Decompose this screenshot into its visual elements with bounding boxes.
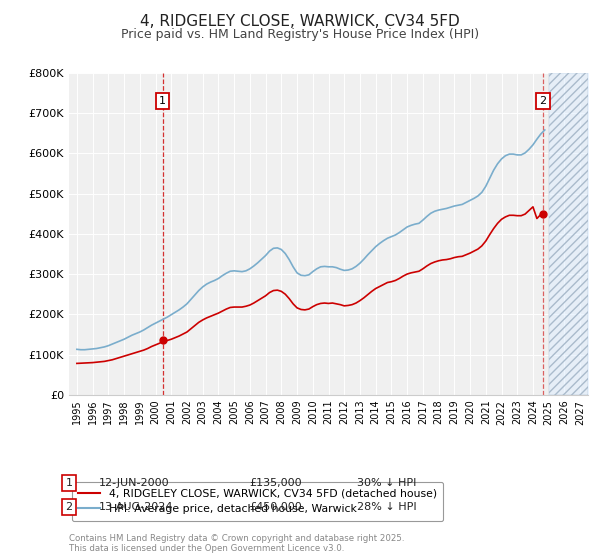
Legend: 4, RIDGELEY CLOSE, WARWICK, CV34 5FD (detached house), HPI: Average price, detac: 4, RIDGELEY CLOSE, WARWICK, CV34 5FD (de… [72, 482, 443, 521]
Text: Price paid vs. HM Land Registry's House Price Index (HPI): Price paid vs. HM Land Registry's House … [121, 28, 479, 41]
Text: 1: 1 [65, 478, 73, 488]
Point [538, 209, 548, 218]
Text: 12-JUN-2000: 12-JUN-2000 [99, 478, 170, 488]
Point [158, 336, 167, 345]
Text: 13-AUG-2024: 13-AUG-2024 [99, 502, 173, 512]
Text: 2: 2 [539, 96, 546, 106]
Text: 30% ↓ HPI: 30% ↓ HPI [357, 478, 416, 488]
Text: 28% ↓ HPI: 28% ↓ HPI [357, 502, 416, 512]
Text: 1: 1 [159, 96, 166, 106]
Text: Contains HM Land Registry data © Crown copyright and database right 2025.
This d: Contains HM Land Registry data © Crown c… [69, 534, 404, 553]
Text: 2: 2 [65, 502, 73, 512]
Text: 4, RIDGELEY CLOSE, WARWICK, CV34 5FD: 4, RIDGELEY CLOSE, WARWICK, CV34 5FD [140, 14, 460, 29]
Text: £450,000: £450,000 [249, 502, 302, 512]
Text: £135,000: £135,000 [249, 478, 302, 488]
